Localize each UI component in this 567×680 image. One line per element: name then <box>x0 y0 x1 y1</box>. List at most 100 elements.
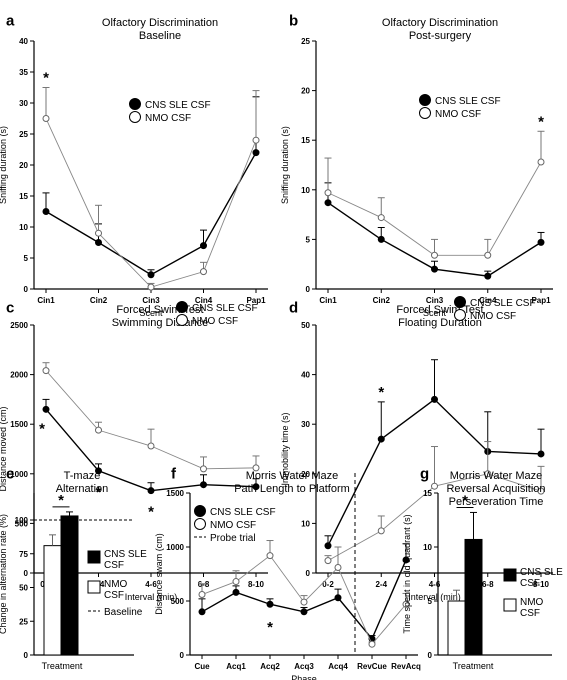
data-point-filled <box>266 600 274 608</box>
legend-label: NMO CSF <box>520 597 544 619</box>
y-tick-label: 0 <box>24 651 29 660</box>
y-tick-label: 50 <box>19 584 28 593</box>
data-point-open <box>232 578 240 586</box>
series-line-c-1 <box>45 370 257 470</box>
significance-star: * <box>267 619 273 636</box>
y-tick-label: 15 <box>301 136 310 145</box>
legend-marker-filled <box>194 505 206 517</box>
legend-swatch-open <box>503 598 517 612</box>
data-point-open <box>252 464 260 472</box>
y-axis-label-f: Distance swam (cm) <box>154 533 164 615</box>
chart-title-g-1: Reversal Acquisition <box>446 483 545 495</box>
legend-label: Probe trial <box>210 533 256 544</box>
y-axis-label-a: Sniffing duration (s) <box>0 126 8 204</box>
y-tick-label: 0 <box>24 285 29 294</box>
y-tick-label: 40 <box>301 371 310 380</box>
legend-marker-filled <box>176 301 188 313</box>
legend-label: NMO CSF <box>470 311 516 322</box>
y-axis-label-e: Change in alternation rate (%) <box>0 514 8 634</box>
legend-marker-open <box>129 111 141 123</box>
x-tick-label: 6-8 <box>198 580 210 589</box>
x-tick-label: Acq2 <box>260 662 280 671</box>
data-point-filled <box>377 235 385 243</box>
x-tick-label: Cin2 <box>373 296 391 305</box>
significance-star: * <box>39 420 45 437</box>
data-point-filled <box>42 405 50 413</box>
legend-label: NMO CSF <box>192 316 238 327</box>
x-tick-label: Cin2 <box>90 296 108 305</box>
y-tick-label: 1500 <box>10 420 28 429</box>
legend-label: Baseline <box>104 607 143 618</box>
y-tick-label: 15 <box>423 489 432 498</box>
y-tick-label: 0 <box>180 651 185 660</box>
x-tick-label: Cin1 <box>37 296 55 305</box>
data-point-filled <box>377 435 385 443</box>
y-tick-label: 1000 <box>166 543 184 552</box>
data-point-open <box>484 470 492 478</box>
data-point-open <box>252 136 260 144</box>
legend-label: CNS SLE CSF <box>435 96 501 107</box>
data-point-open <box>42 115 50 122</box>
y-tick-label: 0 <box>428 651 433 660</box>
data-point-filled <box>252 483 260 491</box>
data-point-open <box>324 189 332 197</box>
data-point-open <box>377 214 385 222</box>
legend-label: NMO CSF <box>145 113 191 124</box>
legend-swatch-filled <box>87 550 101 564</box>
legend-label: CNS SLE CSF <box>520 567 563 589</box>
legend-marker-open <box>419 107 431 119</box>
significance-star: * <box>378 384 384 401</box>
legend-label: NMO CSF <box>435 109 481 120</box>
y-tick-label: 1500 <box>166 489 184 498</box>
data-point-filled <box>42 208 50 215</box>
y-tick-label: 2000 <box>10 371 28 380</box>
legend-marker-filled <box>419 94 431 106</box>
y-axis-label-d: Immobility time (s) <box>280 412 290 485</box>
panel-label-a: a <box>6 12 15 29</box>
chart-title-a-1: Baseline <box>139 30 181 42</box>
legend-label: CNS SLE CSF <box>210 507 276 518</box>
x-tick-label: Cue <box>194 662 210 671</box>
y-tick-label: 20 <box>301 87 310 96</box>
x-tick-label: Acq3 <box>294 662 314 671</box>
legend-label: CNS SLE CSF <box>192 303 258 314</box>
x-tick-label: Cin1 <box>319 296 337 305</box>
data-point-filled <box>147 271 155 279</box>
x-axis-label-f: Phase <box>291 674 317 680</box>
panel-label-d: d <box>289 299 298 316</box>
chart-title-a-0: Olfactory Discrimination <box>102 17 218 29</box>
chart-title-g-2: Perseveration Time <box>449 496 544 508</box>
y-tick-label: 10 <box>19 223 28 232</box>
legend-swatch-filled <box>503 568 517 582</box>
y-tick-label: 5 <box>24 254 29 263</box>
y-tick-label: 25 <box>301 37 310 46</box>
data-point-filled <box>431 265 438 273</box>
data-point-filled <box>537 450 545 458</box>
data-point-open <box>324 557 332 565</box>
y-tick-label: 30 <box>19 99 28 108</box>
y-tick-label: 2500 <box>10 321 28 330</box>
data-point-filled <box>200 242 207 250</box>
y-tick-label: 25 <box>19 617 28 626</box>
y-tick-label: 30 <box>301 420 310 429</box>
legend-marker-open <box>194 518 206 530</box>
y-tick-label: 10 <box>423 543 432 552</box>
chart-title-e-0: T-maze <box>64 470 101 482</box>
y-tick-label: 1000 <box>10 470 28 479</box>
data-point-filled <box>431 395 438 403</box>
legend-swatch-open <box>87 580 101 594</box>
significance-star: * <box>96 484 102 501</box>
bar-cns-sle <box>60 515 79 656</box>
legend-marker-open <box>176 314 188 326</box>
significance-star: * <box>462 492 468 509</box>
data-point-filled <box>324 542 332 550</box>
data-point-open <box>537 158 545 166</box>
x-tick-label: 0-2 <box>322 580 334 589</box>
data-point-filled <box>200 481 207 489</box>
x-tick-label: Cin3 <box>426 296 444 305</box>
data-point-open <box>147 283 155 291</box>
y-tick-label: 500 <box>15 519 29 528</box>
legend-marker-filled <box>129 98 141 110</box>
data-point-open <box>537 487 545 495</box>
